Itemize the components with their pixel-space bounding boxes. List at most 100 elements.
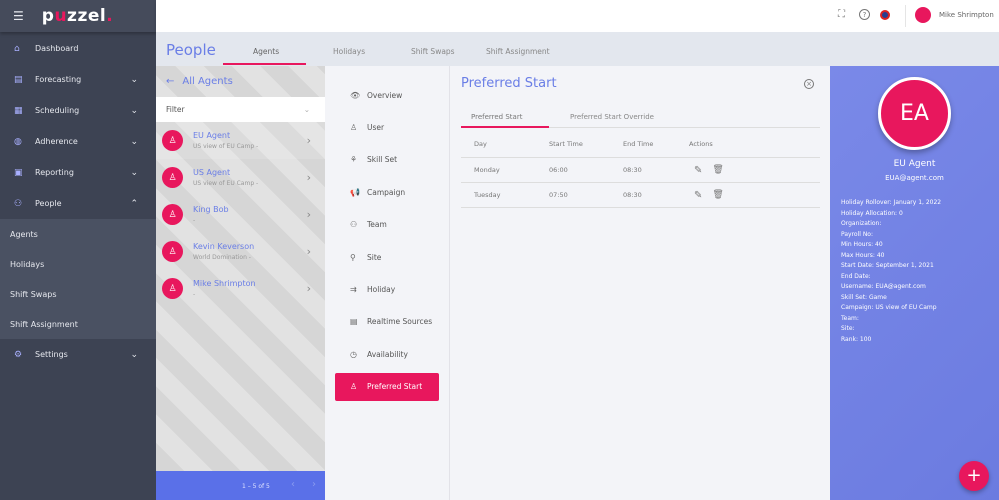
agent-subtitle: US view of EU Camp - bbox=[193, 143, 259, 150]
tab-preferred-start-override[interactable]: Preferred Start Override bbox=[570, 113, 654, 121]
pagination-range: 1 – 5 of 5 bbox=[242, 483, 270, 490]
profile-detail: Payroll No: bbox=[841, 230, 874, 238]
user-avatar[interactable] bbox=[915, 7, 931, 23]
menu-item-availability[interactable]: ◷ Availability bbox=[350, 349, 408, 359]
sidebar: ☰ puzzel. ⌂ Dashboard ▤ Forecasting ⌄ ▦ Sche… bbox=[0, 0, 156, 500]
table-row: Tuesday 07:50 08:30 ✎ 🗑 bbox=[461, 183, 820, 208]
menu-item-skill-set[interactable]: ⚘ Skill Set bbox=[350, 155, 398, 165]
sidebar-item-settings[interactable]: ⚙ Settings ⌄ bbox=[14, 349, 138, 360]
people-icon: ⚇ bbox=[14, 198, 23, 209]
forecast-icon: ▤ bbox=[14, 74, 23, 85]
sidebar-subitem-shift-swaps[interactable]: Shift Swaps bbox=[0, 279, 156, 309]
profile-avatar: EA bbox=[878, 77, 951, 150]
sidebar-subitem-agents[interactable]: Agents bbox=[0, 219, 156, 249]
menu-item-team[interactable]: ⚇ Team bbox=[350, 220, 387, 230]
agent-list-item[interactable]: ♙ US Agent US view of EU Camp - › bbox=[156, 159, 325, 196]
agent-name: US Agent bbox=[193, 168, 231, 177]
active-tab-underline bbox=[461, 126, 549, 128]
agent-name: King Bob bbox=[193, 205, 229, 214]
profile-detail: End Date: bbox=[841, 272, 871, 280]
help-icon[interactable]: ? bbox=[859, 9, 870, 20]
tab-shift-assignment[interactable]: Shift Assignment bbox=[486, 47, 550, 56]
filter-select[interactable]: Filter ⌄ bbox=[156, 97, 325, 122]
profile-detail: Campaign: US view of EU Camp bbox=[841, 304, 937, 311]
menu-item-holiday[interactable]: ⇉ Holiday bbox=[350, 285, 396, 295]
panel-tabs: Preferred Start Preferred Start Override bbox=[461, 110, 820, 128]
sidebar-subitem-holidays[interactable]: Holidays bbox=[0, 249, 156, 279]
edit-icon[interactable]: ✎ bbox=[694, 164, 703, 176]
add-button[interactable]: + bbox=[959, 461, 989, 491]
all-agents-back[interactable]: ← All Agents bbox=[166, 76, 233, 87]
sidebar-item-reporting[interactable]: ▣ Reporting ⌄ bbox=[14, 167, 138, 178]
profile-detail: Holiday Allocation: 0 bbox=[841, 209, 903, 217]
sidebar-subitem-shift-assignment[interactable]: Shift Assignment bbox=[0, 309, 156, 339]
agent-name: EU Agent bbox=[193, 131, 231, 140]
menu-item-user[interactable]: ♙ User bbox=[350, 123, 385, 133]
home-icon: ⌂ bbox=[14, 43, 20, 54]
sidebar-item-scheduling[interactable]: ▦ Scheduling ⌄ bbox=[14, 105, 138, 116]
top-bar: ⛶ ? Mike Shrimpton bbox=[156, 0, 999, 32]
chevron-right-icon: › bbox=[306, 134, 311, 147]
user-name[interactable]: Mike Shrimpton bbox=[939, 11, 994, 19]
menu-item-site[interactable]: ⚲ Site bbox=[350, 252, 382, 262]
trash-icon[interactable]: 🗑 bbox=[712, 190, 724, 200]
chevron-down-icon: ⌄ bbox=[130, 167, 138, 178]
arrow-left-icon: ← bbox=[166, 76, 175, 87]
table-header: Day Start Time End Time Actions bbox=[461, 130, 820, 158]
agent-subtitle: World Domination - bbox=[193, 254, 251, 261]
chevron-down-icon: ⌄ bbox=[303, 105, 310, 114]
agent-list-item[interactable]: ♙ Mike Shrimpton - › bbox=[156, 270, 325, 307]
cell-end: 08:30 bbox=[623, 191, 642, 199]
agent-avatar-icon: ♙ bbox=[162, 204, 183, 225]
agent-list-item[interactable]: ♙ King Bob - › bbox=[156, 196, 325, 233]
table-row: Monday 06:00 08:30 ✎ 🗑 bbox=[461, 158, 820, 183]
menu-item-campaign[interactable]: 📢 Campaign bbox=[350, 187, 406, 197]
uk-flag-icon[interactable] bbox=[880, 10, 890, 20]
tab-agents[interactable]: Agents bbox=[253, 47, 280, 56]
preferred-start-table: Day Start Time End Time Actions Monday 06:00… bbox=[461, 130, 820, 208]
col-day: Day bbox=[474, 139, 487, 148]
chevron-right-icon: › bbox=[306, 208, 311, 221]
close-icon[interactable]: × bbox=[804, 79, 814, 89]
cell-day: Tuesday bbox=[474, 191, 501, 199]
sidebar-item-people[interactable]: ⚇ People ⌃ bbox=[14, 198, 138, 209]
holiday-icon: ⇉ bbox=[350, 285, 357, 295]
menu-item-overview[interactable]: 👁 Overview bbox=[350, 90, 403, 100]
site-icon: ⚲ bbox=[350, 252, 356, 262]
tab-shift-swaps[interactable]: Shift Swaps bbox=[411, 47, 455, 56]
sidebar-item-adherence[interactable]: ◍ Adherence ⌄ bbox=[14, 136, 138, 147]
sidebar-item-dashboard[interactable]: ⌂ Dashboard bbox=[14, 43, 79, 54]
availability-icon: ◷ bbox=[350, 349, 357, 359]
report-icon: ▣ bbox=[14, 167, 23, 178]
cell-start: 07:50 bbox=[549, 191, 568, 199]
fullscreen-icon[interactable]: ⛶ bbox=[838, 9, 845, 20]
profile-detail: Start Date: September 1, 2021 bbox=[841, 262, 934, 269]
col-end: End Time bbox=[623, 139, 654, 148]
tab-agents-underline bbox=[223, 63, 306, 65]
agent-name: Mike Shrimpton bbox=[193, 279, 256, 288]
sidebar-item-forecasting[interactable]: ▤ Forecasting ⌄ bbox=[14, 74, 138, 85]
profile-name: EU Agent bbox=[893, 159, 936, 169]
menu-item-realtime-sources[interactable]: ▤ Realtime Sources bbox=[350, 317, 433, 327]
menu-item-preferred-start[interactable]: ♙ Preferred Start bbox=[335, 372, 439, 401]
profile-detail: Max Hours: 40 bbox=[841, 251, 885, 259]
prev-page-button[interactable]: ‹ bbox=[291, 479, 295, 490]
overview-icon: 👁 bbox=[350, 90, 361, 100]
col-actions: Actions bbox=[689, 139, 713, 148]
cell-end: 08:30 bbox=[623, 166, 642, 174]
edit-icon[interactable]: ✎ bbox=[694, 189, 703, 201]
profile-detail: Team: bbox=[841, 314, 859, 322]
next-page-button[interactable]: › bbox=[312, 479, 316, 490]
tab-preferred-start[interactable]: Preferred Start bbox=[471, 113, 523, 121]
adherence-icon: ◍ bbox=[14, 136, 22, 147]
page-tab-bar: People Agents Holidays Shift Swaps Shift… bbox=[156, 32, 999, 66]
trash-icon[interactable]: 🗑 bbox=[712, 165, 724, 175]
tab-holidays[interactable]: Holidays bbox=[333, 47, 366, 56]
agent-list-item[interactable]: ♙ EU Agent US view of EU Camp - › bbox=[156, 122, 325, 159]
realtime-sources-icon: ▤ bbox=[350, 317, 358, 327]
profile-detail: Min Hours: 40 bbox=[841, 241, 883, 248]
sidebar-header: ☰ puzzel. bbox=[0, 0, 156, 32]
hamburger-icon[interactable]: ☰ bbox=[13, 9, 24, 23]
agent-list-item[interactable]: ♙ Kevin Keverson World Domination - › bbox=[156, 233, 325, 270]
page-title: People bbox=[166, 41, 216, 59]
